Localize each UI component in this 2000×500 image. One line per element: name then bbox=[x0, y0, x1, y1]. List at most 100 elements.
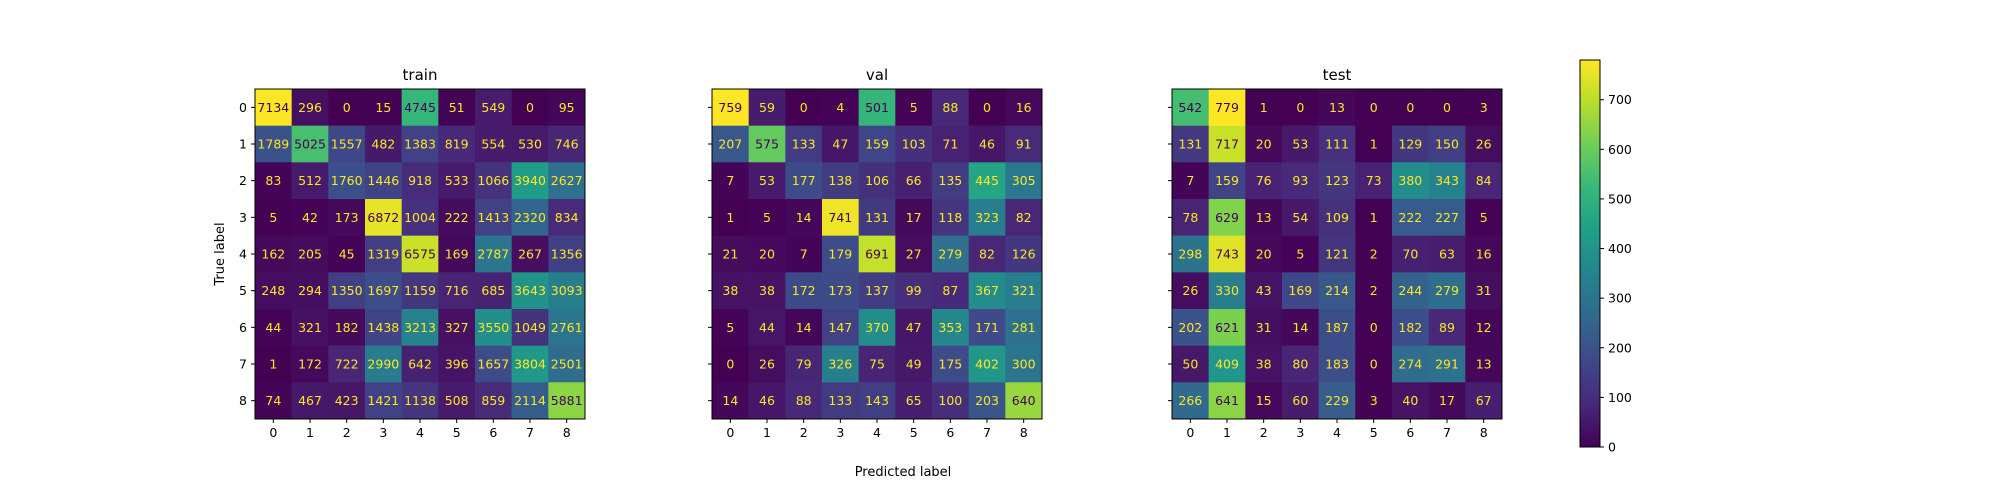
heatmap-cell bbox=[438, 272, 476, 310]
cell-value-label: 111 bbox=[1325, 137, 1349, 152]
heatmap-cell bbox=[291, 162, 329, 200]
y-tick-label: 7 bbox=[239, 357, 247, 372]
cell-value-label: 1 bbox=[269, 357, 277, 372]
heatmap-cell bbox=[548, 89, 586, 126]
cell-value-label: 834 bbox=[555, 210, 579, 225]
cell-value-label: 1356 bbox=[551, 247, 583, 262]
heatmap-cell bbox=[1428, 89, 1466, 126]
heatmap-cell bbox=[475, 89, 512, 126]
cell-value-label: 175 bbox=[938, 357, 962, 372]
heatmap-cell bbox=[475, 309, 512, 346]
x-tick-label: 3 bbox=[379, 425, 387, 440]
cell-value-label: 63 bbox=[1439, 247, 1455, 262]
cell-value-label: 126 bbox=[1012, 247, 1036, 262]
heatmap-cell bbox=[475, 345, 512, 383]
heatmap-cell bbox=[511, 89, 549, 126]
cell-value-label: 0 bbox=[800, 100, 808, 115]
cell-value-label: 512 bbox=[298, 173, 322, 188]
cell-value-label: 137 bbox=[865, 283, 889, 298]
cell-value-label: 244 bbox=[1398, 283, 1422, 298]
cell-value-label: 5025 bbox=[294, 137, 326, 152]
heatmap-cell bbox=[291, 272, 329, 310]
cell-value-label: 26 bbox=[1476, 137, 1492, 152]
heatmap-cell bbox=[328, 199, 366, 236]
heatmap-cell bbox=[1318, 382, 1356, 420]
cell-value-label: 4745 bbox=[404, 100, 436, 115]
cell-value-label: 279 bbox=[1435, 283, 1459, 298]
x-tick-label: 3 bbox=[1296, 425, 1304, 440]
colorbar-tick-label: 200 bbox=[1608, 340, 1632, 355]
cell-value-label: 87 bbox=[942, 283, 958, 298]
cell-value-label: 409 bbox=[1215, 357, 1239, 372]
y-tick-label: 0 bbox=[239, 100, 247, 115]
heatmap-cell bbox=[1172, 345, 1209, 383]
cell-value-label: 80 bbox=[1292, 357, 1308, 372]
heatmap-cell bbox=[438, 89, 476, 126]
cell-value-label: 150 bbox=[1435, 137, 1459, 152]
cell-value-label: 51 bbox=[449, 100, 465, 115]
cell-value-label: 305 bbox=[1012, 173, 1036, 188]
cell-value-label: 78 bbox=[1182, 210, 1198, 225]
x-tick-label: 4 bbox=[1333, 425, 1341, 440]
heatmap-cell bbox=[968, 199, 1006, 236]
heatmap-cell bbox=[1005, 125, 1043, 163]
cell-value-label: 44 bbox=[265, 320, 281, 335]
heatmap-cell bbox=[511, 345, 549, 383]
heatmap-cell bbox=[1428, 235, 1466, 273]
cell-value-label: 173 bbox=[335, 210, 359, 225]
heatmap-cell bbox=[785, 125, 823, 163]
heatmap-cell bbox=[475, 272, 512, 310]
cell-value-label: 14 bbox=[796, 210, 812, 225]
y-tick-label: 1 bbox=[239, 137, 247, 152]
heatmap-cell bbox=[1172, 162, 1209, 200]
cell-value-label: 83 bbox=[265, 173, 281, 188]
x-tick-label: 0 bbox=[726, 425, 734, 440]
heatmap-cell bbox=[822, 199, 859, 236]
cell-value-label: 109 bbox=[1325, 210, 1349, 225]
heatmap-cell bbox=[1245, 309, 1283, 346]
cell-value-label: 13 bbox=[1256, 210, 1272, 225]
cell-value-label: 222 bbox=[445, 210, 469, 225]
cell-value-label: 508 bbox=[445, 393, 469, 408]
cell-value-label: 67 bbox=[1476, 393, 1492, 408]
cell-value-label: 321 bbox=[1012, 283, 1036, 298]
heatmap-cell bbox=[328, 125, 366, 163]
heatmap-cell bbox=[401, 235, 439, 273]
heatmap-cell bbox=[748, 345, 786, 383]
heatmap-cell bbox=[1172, 199, 1209, 236]
heatmap-cell bbox=[785, 382, 823, 420]
heatmap-cell bbox=[1282, 309, 1319, 346]
heatmap-cell bbox=[895, 162, 933, 200]
heatmap-cell bbox=[858, 345, 896, 383]
cell-value-label: 2 bbox=[1370, 283, 1378, 298]
x-tick-label: 7 bbox=[983, 425, 991, 440]
cell-value-label: 84 bbox=[1476, 173, 1492, 188]
heatmap-cell bbox=[858, 125, 896, 163]
cell-value-label: 3093 bbox=[551, 283, 583, 298]
heatmap-cell bbox=[712, 89, 749, 126]
cell-value-label: 47 bbox=[832, 137, 848, 152]
heatmap-cell bbox=[895, 89, 933, 126]
heatmap-cell bbox=[1282, 199, 1319, 236]
heatmap-title: test bbox=[1323, 66, 1352, 84]
cell-value-label: 82 bbox=[1016, 210, 1032, 225]
heatmap-cell bbox=[255, 89, 292, 126]
heatmap-cell bbox=[1465, 125, 1503, 163]
cell-value-label: 13 bbox=[1329, 100, 1345, 115]
cell-value-label: 53 bbox=[1292, 137, 1308, 152]
heatmap-cell bbox=[1005, 309, 1043, 346]
heatmap-cell bbox=[438, 199, 476, 236]
cell-value-label: 47 bbox=[906, 320, 922, 335]
cell-value-label: 1697 bbox=[367, 283, 399, 298]
cell-value-label: 274 bbox=[1398, 357, 1422, 372]
heatmap-cell bbox=[1355, 345, 1393, 383]
cell-value-label: 182 bbox=[1398, 320, 1422, 335]
cell-value-label: 38 bbox=[1256, 357, 1272, 372]
cell-value-label: 1383 bbox=[404, 137, 436, 152]
cell-value-label: 123 bbox=[1325, 173, 1349, 188]
cell-value-label: 326 bbox=[828, 357, 852, 372]
figure-y-axis-label: True label bbox=[213, 222, 228, 286]
cell-value-label: 759 bbox=[718, 100, 742, 115]
cell-value-label: 0 bbox=[1443, 100, 1451, 115]
